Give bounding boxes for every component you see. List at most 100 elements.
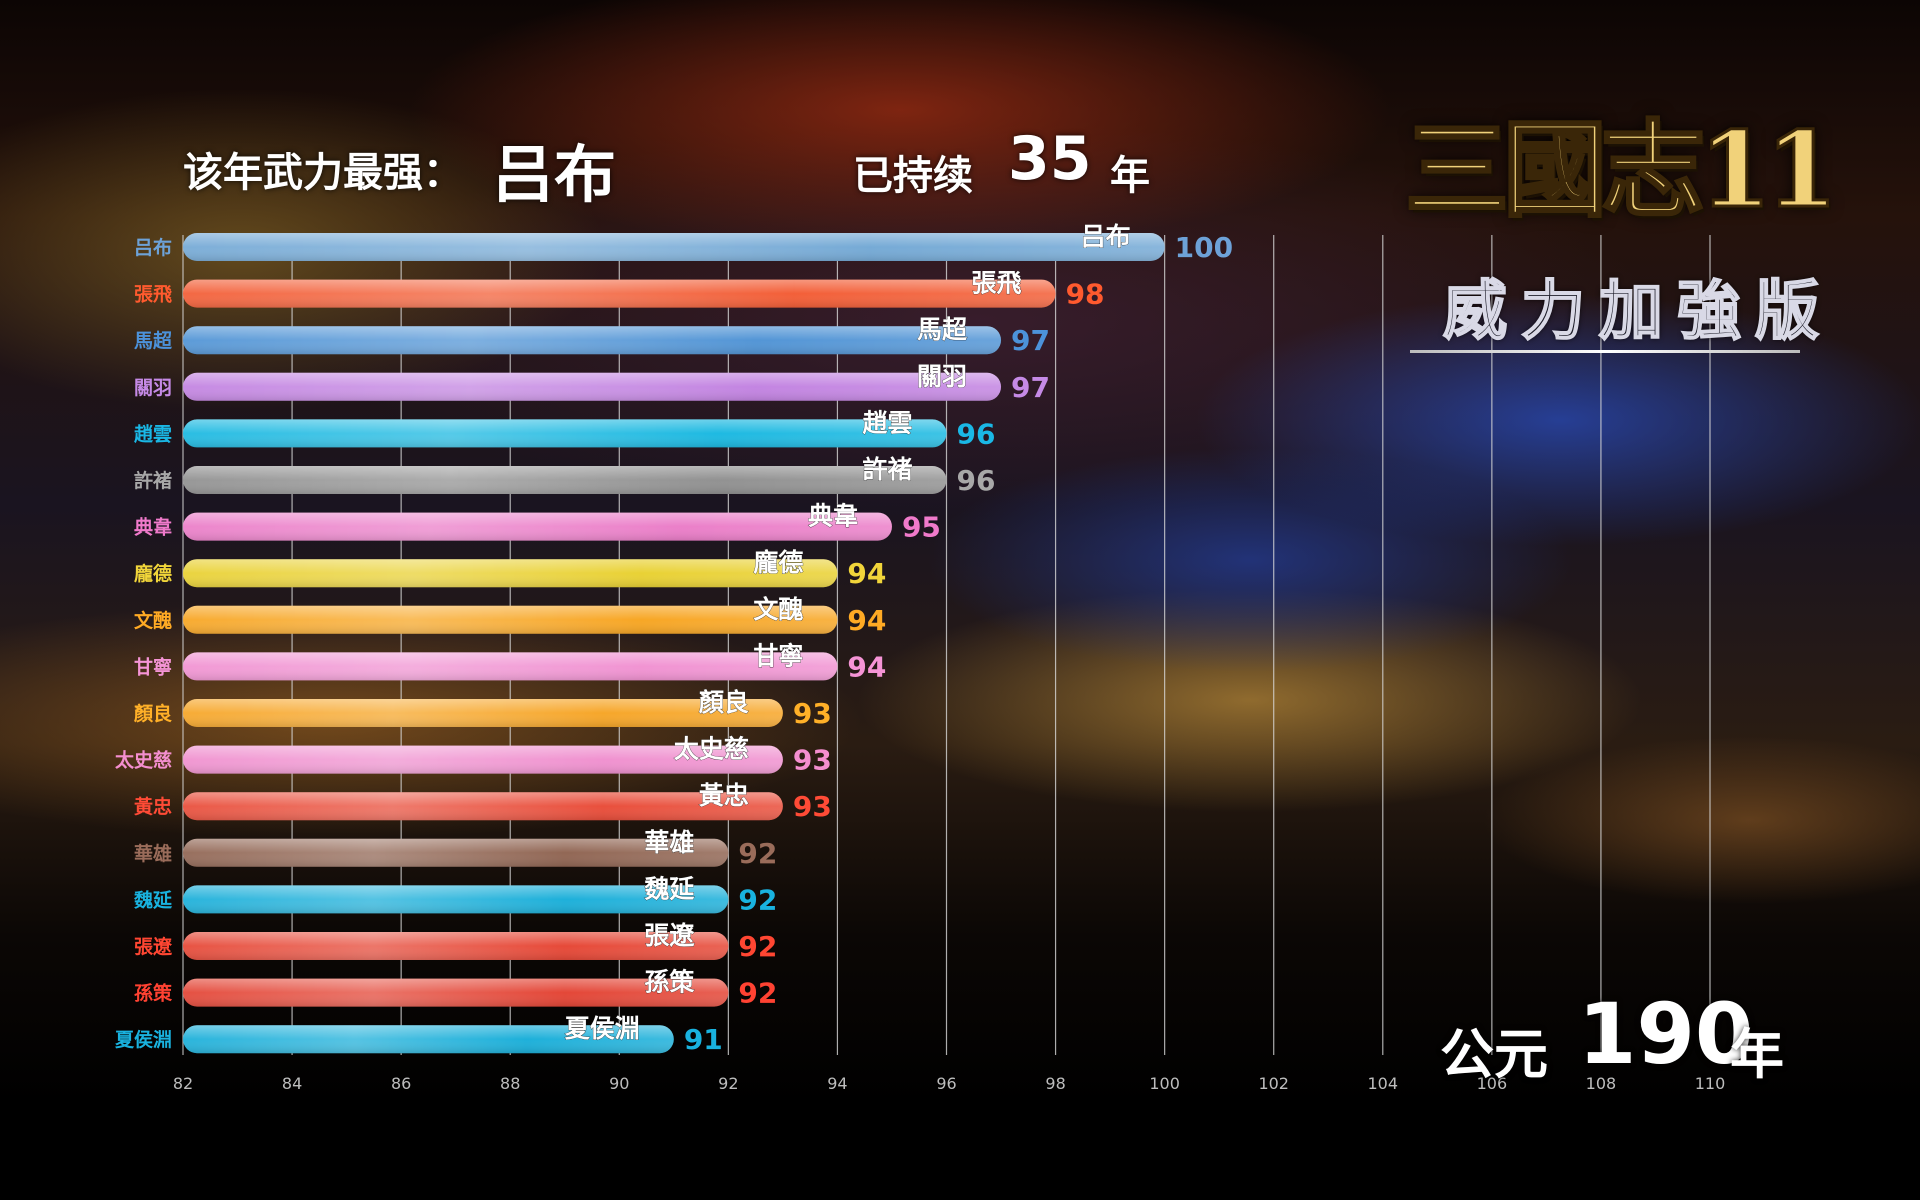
bar-value-label: 96 <box>957 464 996 497</box>
x-tick-label: 84 <box>282 1074 302 1093</box>
bar-name-label: 甘寧 <box>753 641 803 670</box>
bar-name-label: 吕布 <box>1081 222 1131 251</box>
bar-name-label: 趙雲 <box>862 408 912 437</box>
bar-shine <box>183 792 783 821</box>
bar-shine <box>183 745 783 774</box>
y-category-label: 馬超 <box>134 329 173 352</box>
bar-name-label: 孫策 <box>644 968 695 997</box>
bar-shine <box>183 466 947 494</box>
bar <box>183 233 1165 261</box>
bar-shine <box>183 233 1165 261</box>
x-tick-label: 86 <box>391 1074 411 1093</box>
bar <box>183 466 947 494</box>
bar <box>183 1025 674 1054</box>
bar-name-label: 龐德 <box>753 548 803 577</box>
x-tick-label: 98 <box>1045 1074 1065 1093</box>
bar-name-label: 顏良 <box>699 688 749 717</box>
bar-name-label: 許褚 <box>862 455 912 484</box>
bar-value-label: 95 <box>902 511 941 544</box>
bar-name-label: 黃忠 <box>699 781 749 810</box>
x-tick-label: 100 <box>1149 1074 1180 1093</box>
x-tick-label: 94 <box>827 1074 847 1093</box>
bar-value-label: 92 <box>738 930 777 963</box>
bar-name-label: 張飛 <box>972 269 1022 298</box>
bar <box>183 605 838 634</box>
bar <box>183 885 729 914</box>
bar-shine <box>183 326 1002 355</box>
year-value: 190 <box>1578 985 1754 1083</box>
bar-value-label: 92 <box>738 977 777 1010</box>
bar <box>183 792 783 821</box>
bar-value-label: 97 <box>1011 324 1050 357</box>
y-category-label: 顏良 <box>134 702 172 725</box>
bar-name-label: 張遼 <box>644 921 695 950</box>
duration-label: 已持续 <box>853 153 973 199</box>
y-category-label: 張飛 <box>134 284 172 306</box>
bar-name-label: 魏延 <box>643 874 695 903</box>
y-category-label: 夏侯淵 <box>115 1028 172 1051</box>
bar <box>183 838 729 867</box>
bar-shine <box>183 885 729 914</box>
bar-shine <box>183 1025 674 1054</box>
y-category-label: 太史慈 <box>115 749 172 772</box>
x-tick-label: 90 <box>609 1074 629 1093</box>
bar-value-label: 93 <box>793 790 832 823</box>
strongest-label: 该年武力最强： <box>183 150 463 196</box>
bar <box>183 932 729 960</box>
bar-value-label: 93 <box>793 697 832 730</box>
bar-name-label: 關羽 <box>917 362 967 391</box>
bar-name-label: 馬超 <box>917 315 968 344</box>
y-category-label: 張遼 <box>134 935 173 958</box>
y-category-label: 甘寧 <box>134 655 172 678</box>
x-tick-label: 96 <box>936 1074 956 1093</box>
x-tick-label: 108 <box>1586 1074 1617 1093</box>
game-logo: 三國志11 威力加強版 <box>1404 108 1839 360</box>
bar <box>183 279 1056 308</box>
bar-shine <box>183 559 838 588</box>
y-category-label: 華雄 <box>134 842 172 865</box>
x-tick-label: 88 <box>500 1074 520 1093</box>
bar-shine <box>183 605 838 634</box>
y-category-label: 魏延 <box>133 888 173 911</box>
x-tick-label: 102 <box>1258 1074 1289 1093</box>
bar-shine <box>183 652 838 681</box>
bar <box>183 559 838 588</box>
duration-unit: 年 <box>1110 153 1150 199</box>
x-tick-label: 82 <box>173 1074 193 1093</box>
y-category-label: 黃忠 <box>134 795 172 818</box>
y-category-label: 關羽 <box>134 377 172 399</box>
y-category-label: 趙雲 <box>134 422 172 445</box>
bar-value-label: 98 <box>1066 278 1105 311</box>
y-category-label: 龐德 <box>134 562 172 585</box>
strongest-name: 吕布 <box>492 138 617 211</box>
bar-name-label: 太史慈 <box>674 735 749 764</box>
bar-value-label: 92 <box>738 883 777 916</box>
bar <box>183 652 838 681</box>
bar-name-label: 文醜 <box>753 595 803 624</box>
bar-shine <box>183 372 1002 401</box>
bar-value-label: 94 <box>847 650 886 683</box>
bar <box>183 326 1002 355</box>
bar-shine <box>183 419 947 448</box>
bar-value-label: 94 <box>847 557 886 590</box>
y-category-label: 孫策 <box>134 982 173 1005</box>
x-tick-label: 106 <box>1477 1074 1508 1093</box>
bar-value-label: 93 <box>793 744 832 777</box>
bar-value-label: 92 <box>738 837 777 870</box>
bar <box>183 419 947 448</box>
logo-underline <box>1410 350 1800 353</box>
bar-value-label: 96 <box>957 417 996 450</box>
x-tick-label: 104 <box>1368 1074 1399 1093</box>
bar <box>183 372 1002 401</box>
bar <box>183 745 783 774</box>
y-category-label: 典韋 <box>134 516 172 539</box>
bar-name-label: 華雄 <box>644 828 694 857</box>
bar <box>183 699 783 727</box>
bar-shine <box>183 932 729 960</box>
bar-shine <box>183 279 1056 308</box>
year-prefix: 公元 <box>1440 1023 1548 1086</box>
y-category-label: 吕布 <box>134 236 172 259</box>
logo-subtitle: 威力加強版 <box>1442 273 1833 350</box>
